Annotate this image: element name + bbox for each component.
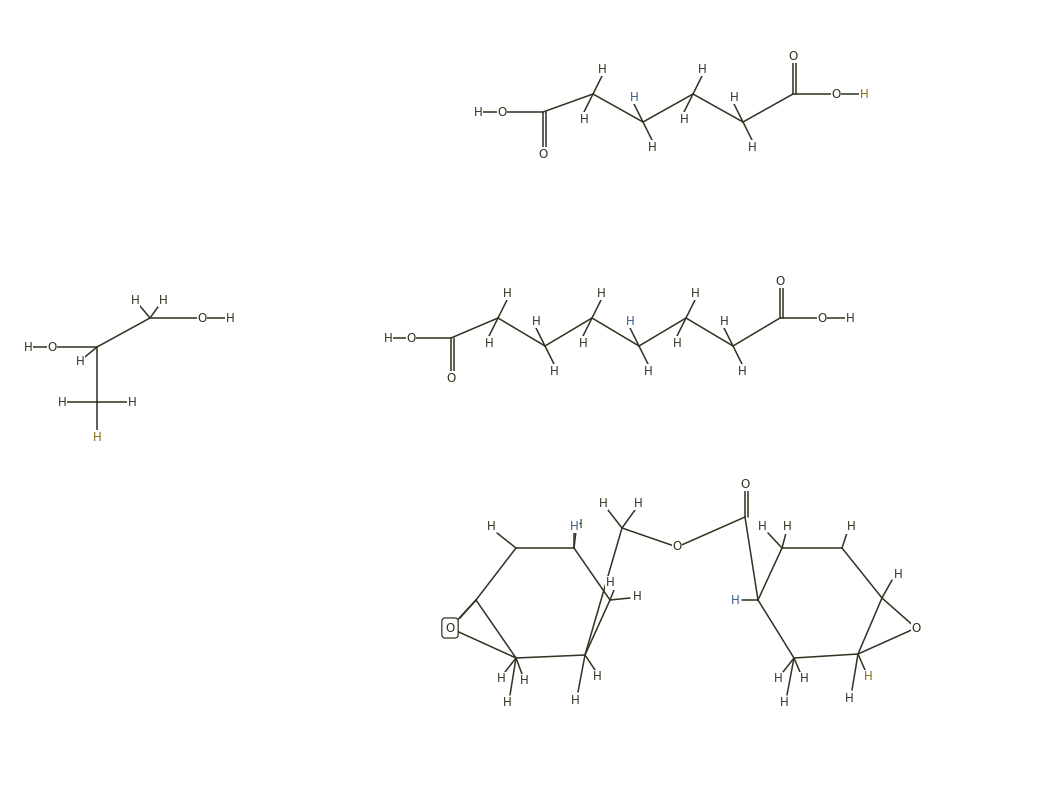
Text: H: H: [570, 693, 580, 707]
Text: H: H: [550, 364, 559, 378]
Text: O: O: [48, 341, 56, 353]
Text: H: H: [648, 141, 656, 153]
Text: H: H: [894, 568, 902, 582]
Text: H: H: [484, 337, 494, 349]
Text: H: H: [748, 141, 757, 153]
Text: H: H: [605, 577, 614, 589]
Text: H: H: [57, 396, 66, 408]
Text: H: H: [598, 62, 606, 76]
Text: H: H: [680, 113, 688, 125]
Text: H: H: [783, 520, 792, 534]
Text: O: O: [741, 478, 750, 490]
Text: H: H: [630, 91, 638, 104]
Text: H: H: [449, 619, 458, 631]
Text: H: H: [569, 519, 579, 533]
Text: H: H: [502, 696, 512, 710]
Text: O: O: [447, 371, 455, 385]
Text: O: O: [817, 312, 827, 324]
Text: H: H: [698, 62, 706, 76]
Text: H: H: [780, 696, 788, 710]
Text: H: H: [532, 315, 541, 327]
Text: H: H: [159, 294, 167, 306]
Text: H: H: [226, 312, 234, 324]
Text: H: H: [599, 497, 608, 509]
Text: H: H: [497, 673, 505, 685]
Text: H: H: [384, 331, 393, 345]
Text: O: O: [538, 147, 548, 161]
Text: O: O: [672, 541, 682, 553]
Text: H: H: [131, 294, 139, 306]
Text: H: H: [634, 497, 643, 509]
Text: O: O: [446, 622, 454, 634]
Text: H: H: [691, 286, 699, 300]
Text: H: H: [774, 673, 782, 685]
Text: O: O: [912, 622, 920, 634]
Text: O: O: [831, 87, 841, 101]
Text: H: H: [633, 590, 642, 604]
Text: H: H: [626, 315, 634, 327]
Text: H: H: [502, 286, 512, 300]
Text: H: H: [128, 396, 136, 408]
Text: H: H: [719, 315, 729, 327]
Text: H: H: [573, 519, 582, 531]
Text: H: H: [597, 286, 605, 300]
Text: H: H: [846, 312, 854, 324]
Text: H: H: [672, 337, 681, 349]
Text: H: H: [845, 692, 853, 704]
Text: H: H: [758, 520, 766, 534]
Text: H: H: [644, 364, 652, 378]
Text: H: H: [519, 674, 529, 688]
Text: H: H: [864, 671, 872, 683]
Text: H: H: [579, 337, 587, 349]
Text: H: H: [76, 354, 84, 368]
Text: H: H: [847, 520, 855, 534]
Text: H: H: [860, 87, 868, 101]
Text: H: H: [731, 593, 739, 607]
Text: H: H: [800, 673, 809, 685]
Text: H: H: [23, 341, 32, 353]
Text: H: H: [473, 105, 482, 119]
Text: H: H: [486, 520, 496, 534]
Text: O: O: [198, 312, 206, 324]
Text: H: H: [730, 91, 738, 104]
Text: O: O: [788, 50, 798, 62]
Text: H: H: [93, 430, 101, 444]
Text: O: O: [406, 331, 416, 345]
Text: O: O: [497, 105, 506, 119]
Text: H: H: [580, 113, 588, 125]
Text: H: H: [737, 364, 746, 378]
Text: H: H: [593, 671, 601, 683]
Text: O: O: [776, 275, 784, 287]
